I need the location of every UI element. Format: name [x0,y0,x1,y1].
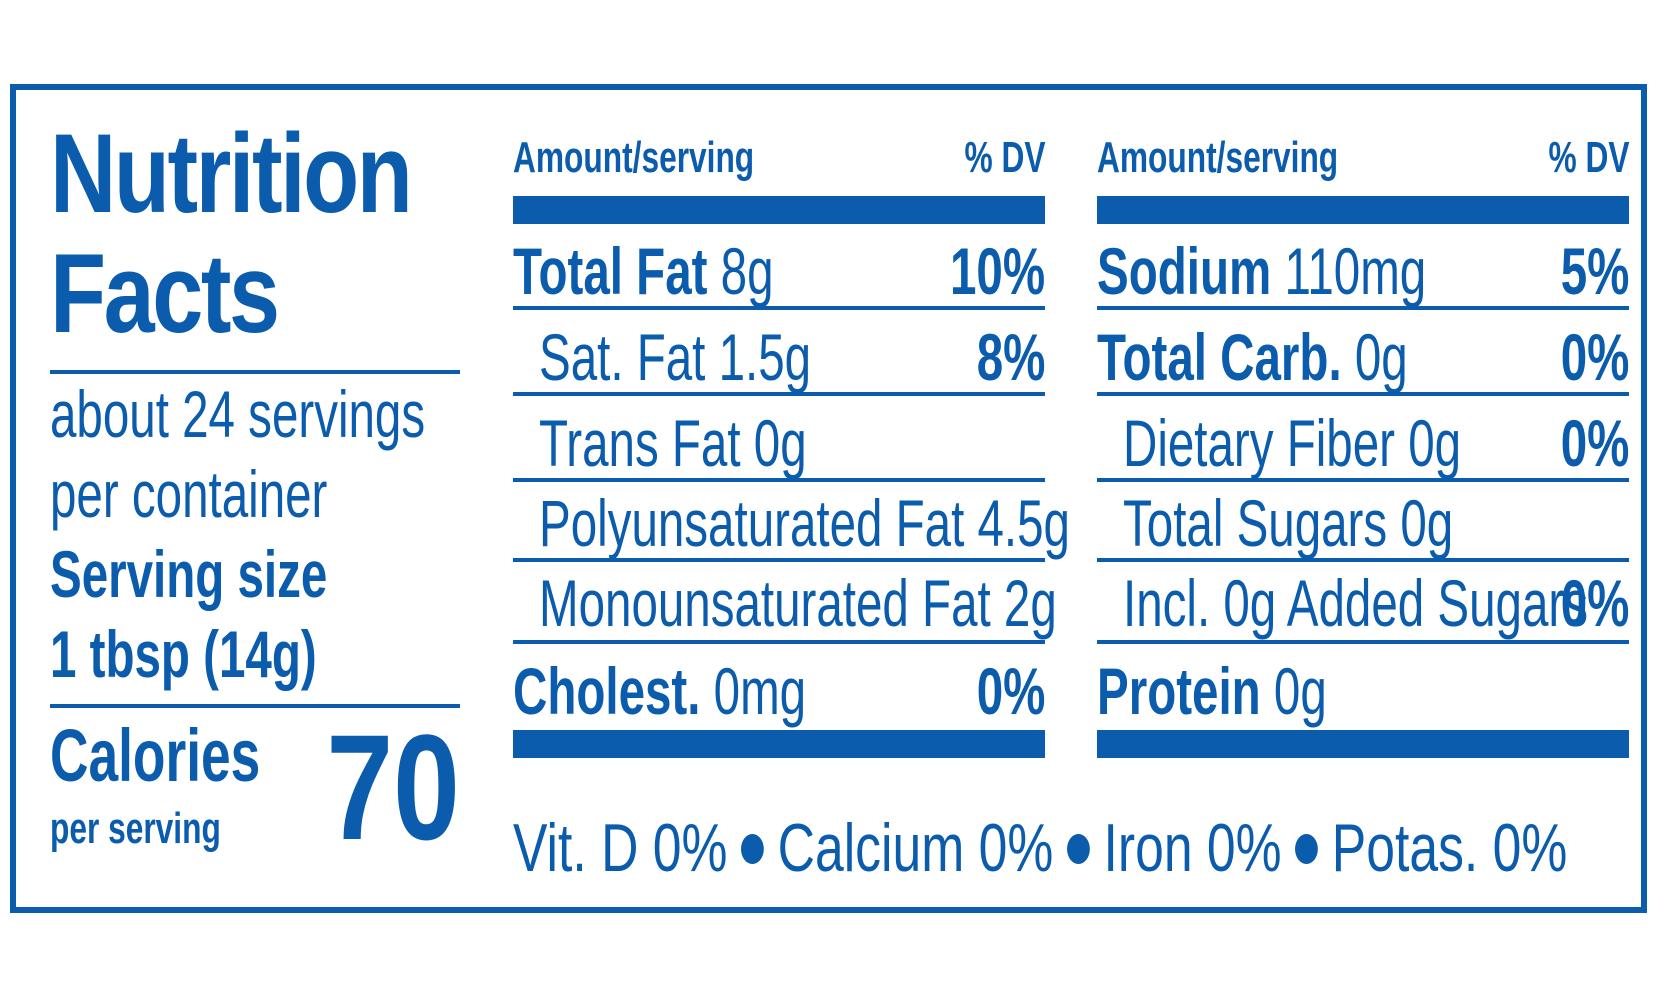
dv-header: % DV [964,133,1045,182]
nutrient-amount: 110mg [1271,234,1427,308]
divider [50,370,460,374]
nutrient-name: Protein [1097,654,1261,728]
nutrient-row: Trans Fat 0g [513,396,1045,482]
nutrient-dv: 0% [1560,320,1629,394]
vitamin-d: Vit. D 0% [513,810,728,886]
nutrient-amount: Trans Fat 0g [539,406,807,480]
nutrient-dv: 0% [1560,566,1629,640]
nutrition-facts-panel: Nutrition Facts about 24 servings per co… [10,84,1647,913]
nutrient-row: Total Fat 8g 10% [513,224,1045,310]
nutrient-row: Protein 0g [1097,644,1629,730]
nutrient-row: Dietary Fiber 0g 0% [1097,396,1629,482]
nutrient-row: Cholest. 0mg 0% [513,644,1045,730]
calories-label: Calories [50,714,261,797]
nutrient-name: Sodium [1097,234,1272,308]
servings-line-1: about 24 servings [50,377,426,451]
amount-header: Amount/serving [513,133,755,182]
dv-header: % DV [1548,133,1629,182]
nutrient-amount: Polyunsaturated Fat 4.5g [539,486,1070,560]
nutrient-row: Polyunsaturated Fat 4.5g [513,482,1070,562]
serving-size-label: Serving size [50,537,328,611]
title-line-1: Nutrition [50,111,413,236]
nutrient-amount: Dietary Fiber 0g [1123,406,1462,480]
iron: Iron 0% [1103,810,1282,886]
nutrient-amount: 8g [707,234,774,308]
nutrient-dv: 5% [1560,234,1629,308]
left-summary: Nutrition Facts about 24 servings per co… [50,111,460,862]
nutrient-dv: 0% [976,654,1045,728]
potassium: Potas. 0% [1331,810,1568,886]
nutrient-row: Incl. 0g Added Sugars 0% [1097,562,1629,644]
nutrient-row: Sat. Fat 1.5g 8% [513,310,1045,396]
nutrient-name: Cholest. [513,654,701,728]
nutrient-row: Total Sugars 0g [1097,482,1629,562]
thick-rule [513,196,1045,224]
nutrient-amount: Incl. 0g Added Sugars [1123,566,1588,640]
title-line-2: Facts [50,231,280,356]
calcium: Calcium 0% [777,810,1054,886]
nutrient-dv: 8% [976,320,1045,394]
vitamins-line: Vit. D 0% Calcium 0% Iron 0% Potas. 0% [513,808,1630,888]
nutrient-amount: 0g [1341,320,1408,394]
nutrient-amount: Sat. Fat 1.5g [539,320,812,394]
nutrient-column-left: Amount/serving % DV Total Fat 8g 10% Sat… [513,130,1070,758]
nutrient-row: Sodium 110mg 5% [1097,224,1629,310]
bullet-icon [1295,834,1319,865]
calories-block: Calories per serving 70 [50,708,460,862]
nutrient-row: Monounsaturated Fat 2g [513,562,1057,644]
nutrient-name: Total Carb. [1097,320,1342,394]
nutrient-dv: 10% [949,234,1045,308]
thick-rule [1097,730,1629,758]
divider [50,704,460,708]
amount-header: Amount/serving [1097,133,1339,182]
calories-sub-label: per serving [50,804,221,853]
nutrient-amount: Monounsaturated Fat 2g [539,566,1057,640]
bullet-icon [741,834,764,865]
nutrient-amount: Total Sugars 0g [1123,486,1454,560]
column-header: Amount/serving % DV [1097,130,1629,186]
nutrient-row: Total Carb. 0g 0% [1097,310,1629,396]
nutrient-column-right: Amount/serving % DV Sodium 110mg 5% Tota… [1097,130,1629,758]
thick-rule [513,730,1045,758]
nutrient-amount: 0mg [700,654,807,728]
serving-size-value: 1 tbsp (14g) [50,617,317,691]
nutrient-amount: 0g [1260,654,1327,728]
column-header: Amount/serving % DV [513,130,1045,186]
bullet-icon [1067,834,1090,865]
nutrient-name: Total Fat [513,234,708,308]
servings-line-2: per container [50,457,328,531]
calories-value: 70 [326,703,460,871]
nutrient-dv: 0% [1560,406,1629,480]
thick-rule [1097,196,1629,224]
